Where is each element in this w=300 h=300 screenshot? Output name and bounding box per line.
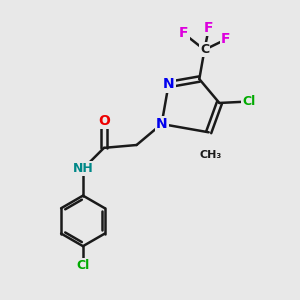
Text: NH: NH [73, 162, 93, 176]
Text: Cl: Cl [242, 95, 256, 108]
Text: Cl: Cl [76, 259, 90, 272]
Text: N: N [156, 117, 167, 131]
Text: N: N [163, 77, 174, 92]
Text: F: F [221, 32, 231, 46]
Text: F: F [179, 26, 188, 40]
Text: F: F [204, 20, 214, 34]
Text: O: O [98, 114, 110, 128]
Text: CH₃: CH₃ [199, 150, 221, 160]
Text: C: C [200, 43, 209, 56]
